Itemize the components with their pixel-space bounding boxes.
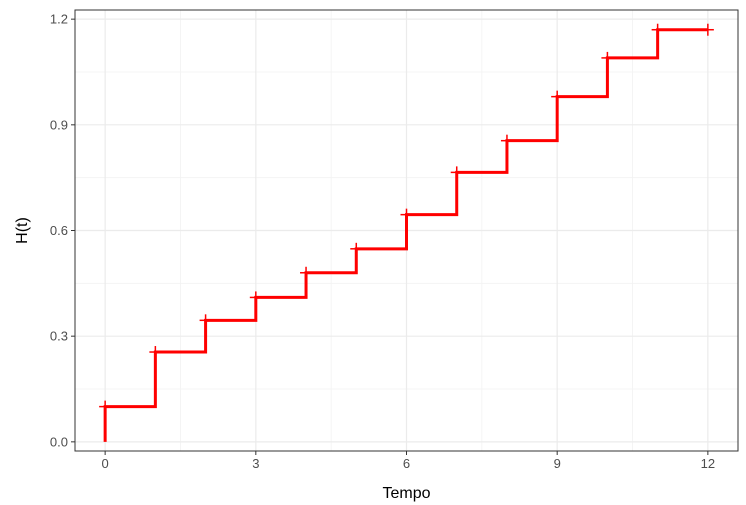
censor-mark [249,291,262,304]
y-tick-label: 0.6 [50,223,68,238]
censor-mark [199,314,212,327]
censor-mark [350,242,363,255]
x-tick-label: 3 [252,456,259,471]
y-tick-label: 1.2 [50,12,68,27]
series-layer [99,23,714,442]
censor-mark [500,134,513,147]
censor-mark [99,400,112,413]
step-line [103,28,708,442]
censor-mark [551,90,564,103]
x-tick-label: 9 [554,456,561,471]
censor-mark [300,266,313,279]
x-tick-label: 0 [102,456,109,471]
y-tick-label: 0.3 [50,329,68,344]
censor-mark [450,166,463,179]
y-tick-label: 0.0 [50,434,68,449]
x-tick-label: 6 [403,456,410,471]
x-tick-label: 12 [701,456,715,471]
y-tick-label: 0.9 [50,117,68,132]
x-axis-title: Tempo [382,485,430,502]
y-axis-title: H(t) [14,217,31,244]
censor-mark [601,51,614,64]
axes: 0 3 6 9 12 0.0 0.3 0.6 0.9 1.2 [50,12,715,471]
censor-mark [400,208,413,221]
censor-mark [149,346,162,359]
censor-mark [701,23,714,36]
censor-mark [651,23,664,36]
grid [75,10,738,451]
